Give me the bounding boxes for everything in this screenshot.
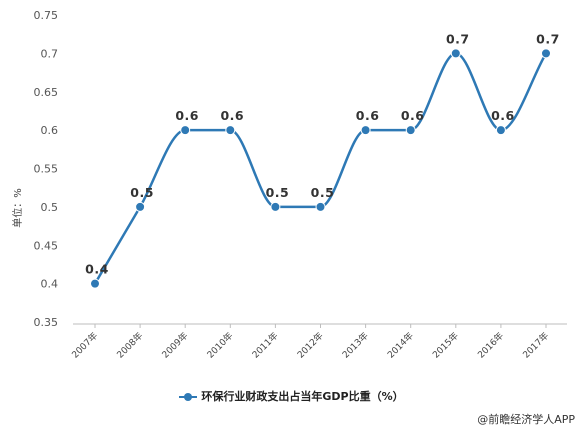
x-tick-label: 2017年 (520, 330, 551, 361)
x-tick-label: 2009年 (159, 330, 190, 361)
y-tick-label: 0.4 (41, 278, 59, 291)
y-tick-label: 0.65 (34, 86, 59, 99)
legend-marker (179, 392, 198, 402)
data-point (360, 125, 371, 136)
x-tick-label: 2007年 (69, 330, 100, 361)
y-tick-label: 0.55 (34, 163, 59, 176)
data-label: 0.4 (85, 262, 109, 277)
source-label: @前瞻经济学人APP (477, 413, 575, 426)
data-point (270, 201, 281, 212)
data-point (315, 201, 326, 212)
data-point (225, 125, 236, 136)
x-tick-label: 2013年 (340, 330, 371, 361)
x-tick-label: 2011年 (249, 330, 280, 361)
data-point (405, 125, 416, 136)
data-point (450, 48, 461, 59)
x-tick-label: 2015年 (430, 330, 461, 361)
y-tick-label: 0.45 (34, 239, 59, 252)
data-label: 0.6 (401, 108, 425, 123)
data-points (90, 48, 551, 289)
data-label: 0.6 (220, 108, 244, 123)
y-axis-ticks: 0.35 0.4 0.45 0.5 0.55 0.6 0.65 0.7 0.75 (34, 9, 59, 329)
y-tick-label: 0.6 (41, 124, 59, 137)
data-label: 0.7 (446, 31, 470, 46)
series-line (93, 52, 548, 285)
legend-label: 环保行业财政支出占当年GDP比重（%） (201, 390, 404, 403)
x-tick-label: 2012年 (295, 330, 326, 361)
x-tick-label: 2008年 (114, 330, 145, 361)
data-label: 0.6 (356, 108, 380, 123)
y-tick-label: 0.75 (34, 9, 59, 22)
x-tick-label: 2014年 (385, 330, 416, 361)
data-label: 0.6 (491, 108, 515, 123)
x-tick-label: 2016年 (475, 330, 506, 361)
y-tick-label: 0.7 (41, 47, 59, 60)
data-label: 0.7 (536, 31, 560, 46)
data-point (541, 48, 551, 59)
y-tick-label: 0.5 (41, 201, 59, 214)
x-tick-label: 2010年 (204, 330, 235, 361)
data-point (495, 125, 506, 136)
legend: 环保行业财政支出占当年GDP比重（%） (0, 388, 583, 404)
y-tick-label: 0.35 (34, 316, 59, 329)
data-point (90, 278, 100, 289)
data-label: 0.6 (175, 108, 199, 123)
data-labels: 0.4 0.5 0.6 0.6 0.5 0.5 0.6 0.6 0.7 0.6 0.7 (85, 31, 560, 277)
y-axis-label: 单位：% (11, 188, 24, 228)
data-label: 0.5 (130, 185, 154, 200)
data-point (135, 201, 146, 212)
data-label: 0.5 (266, 185, 290, 200)
data-point (180, 125, 191, 136)
x-axis-ticks: 2007年 2008年 2009年 2010年 2011年 2012年 2013年 2014年… (69, 324, 551, 361)
data-label: 0.5 (311, 185, 335, 200)
